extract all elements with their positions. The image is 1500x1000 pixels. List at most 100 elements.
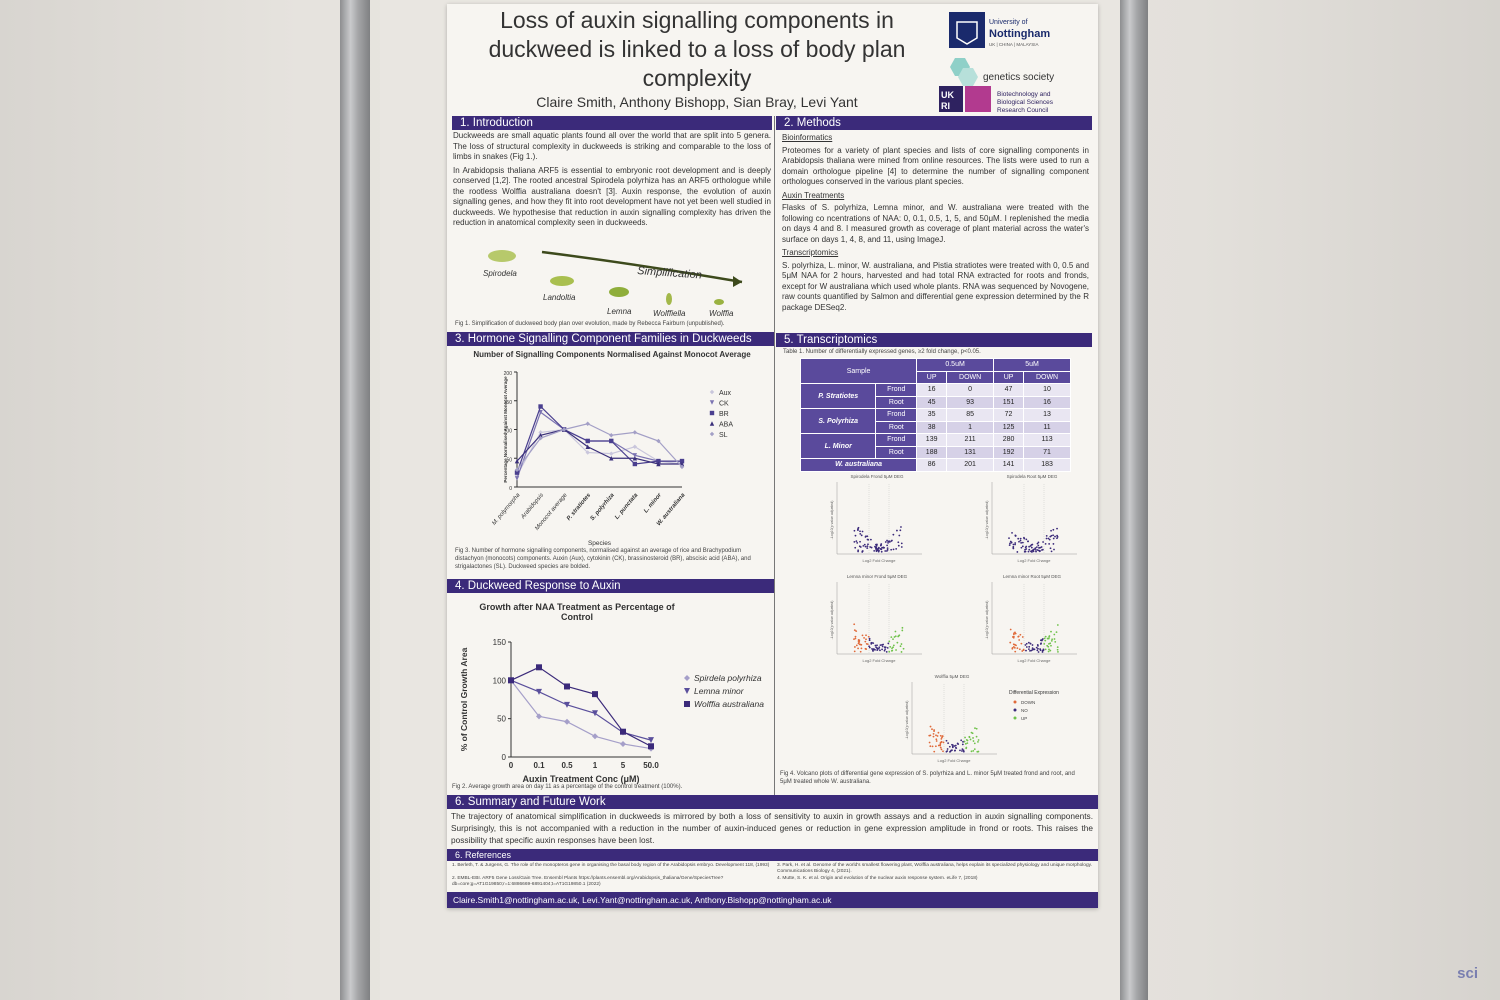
data-point bbox=[536, 688, 542, 695]
volcano-point bbox=[892, 644, 895, 647]
volcano-point bbox=[892, 638, 894, 641]
volcano-point bbox=[881, 644, 883, 646]
volcano-point bbox=[900, 643, 903, 645]
volcano-point bbox=[866, 538, 869, 541]
table-row: P. Stratiotes Frond 16 0 47 10 bbox=[799, 383, 1071, 409]
volcano-point bbox=[856, 541, 859, 544]
volcano-point bbox=[1014, 632, 1017, 635]
svg-text:Research Council: Research Council bbox=[997, 107, 1049, 114]
volcano-point bbox=[886, 539, 888, 542]
y-axis-label: Percentage Normalised Against Monocot Av… bbox=[503, 376, 508, 483]
volcano-point bbox=[884, 646, 887, 649]
volcano-point bbox=[1039, 648, 1042, 650]
methods-paragraph-3: S. polyrhiza, L. minor, W. australiana, … bbox=[782, 260, 1089, 312]
data-point bbox=[538, 433, 543, 438]
volcano-point bbox=[1048, 538, 1051, 541]
volcano-y-label: -Log10(p value adjusted) bbox=[985, 601, 989, 640]
data-point bbox=[592, 710, 598, 717]
volcano-point bbox=[1025, 642, 1028, 645]
x-tick-label: P. stratiotes bbox=[566, 492, 593, 522]
volcano-point bbox=[877, 647, 880, 650]
volcano-point bbox=[865, 638, 867, 641]
volcano-point bbox=[933, 729, 936, 731]
volcano-point bbox=[857, 639, 860, 641]
volcano-point bbox=[866, 535, 869, 538]
volcano-point bbox=[1044, 648, 1047, 651]
y-tick-label: 0 bbox=[502, 753, 507, 762]
data-point bbox=[620, 728, 626, 735]
volcano-point bbox=[859, 530, 861, 533]
volcano-x-label: Log2 Fold Change bbox=[1018, 658, 1052, 663]
volcano-point bbox=[1012, 643, 1015, 646]
volcano-point bbox=[964, 742, 967, 745]
volcano-point bbox=[941, 736, 943, 739]
volcano-point bbox=[1039, 546, 1042, 549]
volcano-point bbox=[875, 550, 878, 553]
volcano-point bbox=[861, 551, 864, 553]
volcano-point bbox=[901, 629, 904, 632]
volcano-point bbox=[879, 548, 882, 550]
volcano-point bbox=[873, 549, 876, 552]
volcano-point bbox=[859, 546, 862, 548]
x-tick-label: 1 bbox=[593, 761, 598, 770]
volcano-point bbox=[854, 646, 856, 648]
volcano-point bbox=[1014, 535, 1017, 537]
volcano-point bbox=[875, 646, 878, 649]
volcano-point bbox=[869, 546, 872, 548]
volcano-point bbox=[1022, 648, 1025, 651]
volcano-point bbox=[869, 538, 872, 541]
volcano-point bbox=[888, 650, 891, 653]
volcano-point bbox=[866, 643, 869, 646]
volcano-point bbox=[861, 634, 864, 637]
series-line-lemna-minor bbox=[510, 679, 652, 741]
volcano-point bbox=[902, 647, 905, 650]
table-tissue-cell: Frond bbox=[875, 408, 918, 422]
series-line-br bbox=[516, 405, 682, 473]
volcano-point bbox=[1053, 638, 1056, 640]
legend-label: DOWN bbox=[1021, 700, 1035, 705]
volcano-point bbox=[1039, 639, 1042, 642]
volcano-point bbox=[899, 645, 902, 648]
volcano-point bbox=[867, 635, 870, 638]
y-tick-label: 100 bbox=[493, 676, 507, 685]
volcano-point bbox=[1044, 635, 1047, 638]
volcano-point bbox=[973, 742, 976, 745]
intro-paragraph-1: Duckweeds are small aquatic plants found… bbox=[453, 131, 771, 161]
data-point bbox=[514, 467, 520, 472]
volcano-point bbox=[1056, 646, 1059, 649]
volcano-point bbox=[1019, 539, 1022, 542]
volcano-point bbox=[857, 549, 860, 552]
table-header-down: DOWN bbox=[1023, 370, 1071, 384]
volcano-point bbox=[864, 640, 867, 643]
table-value-cell: 183 bbox=[1023, 458, 1071, 472]
volcano-point bbox=[897, 544, 900, 547]
data-point bbox=[632, 461, 638, 467]
volcano-point bbox=[855, 644, 858, 647]
volcano-y-label: -Log10(p value adjusted) bbox=[830, 601, 834, 640]
volcano-axes bbox=[836, 582, 922, 655]
table-value-cell: 11 bbox=[1023, 420, 1071, 434]
volcano-point bbox=[962, 750, 965, 753]
volcano-point bbox=[1050, 534, 1053, 537]
volcano-point bbox=[951, 745, 954, 748]
volcano-point bbox=[972, 737, 974, 739]
y-tick-label: 50 bbox=[506, 457, 512, 463]
volcano-point bbox=[959, 749, 961, 752]
table-header-sample: Sample bbox=[799, 358, 918, 384]
intro-paragraph-2: In Arabidopsis thaliana ARF5 is essentia… bbox=[453, 165, 771, 228]
table-value-cell: 86 bbox=[916, 458, 948, 472]
table-row: W. australiana 86 201 141 183 bbox=[799, 458, 1071, 472]
volcano-point bbox=[973, 748, 976, 751]
data-point bbox=[632, 456, 638, 461]
legend-label: BR bbox=[719, 411, 729, 418]
volcano-plot: Spirodela Frond 5μM DEG Log2 Fold Change -… bbox=[830, 474, 922, 563]
series-line-wolffia-australiana bbox=[510, 666, 652, 747]
data-point bbox=[508, 677, 514, 684]
volcano-point bbox=[900, 651, 903, 653]
table-value-cell: 13 bbox=[1023, 408, 1071, 422]
volcano-point bbox=[890, 540, 893, 542]
volcano-point bbox=[886, 647, 889, 649]
volcano-point bbox=[859, 540, 861, 543]
volcano-point bbox=[1030, 546, 1033, 549]
volcano-point bbox=[865, 634, 867, 637]
